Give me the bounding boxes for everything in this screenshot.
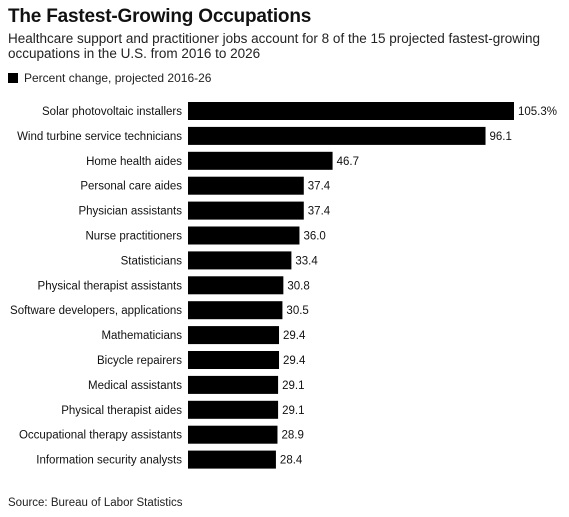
value-label: 105.3% xyxy=(518,106,557,118)
bar xyxy=(188,450,276,469)
bar xyxy=(188,126,486,145)
bar xyxy=(188,251,292,270)
bar xyxy=(188,400,279,419)
value-label: 36.0 xyxy=(303,231,325,243)
bar xyxy=(188,201,304,220)
category-label: Mathematicians xyxy=(101,330,182,342)
bar xyxy=(188,276,284,295)
bar xyxy=(188,151,333,170)
value-label: 46.7 xyxy=(337,156,359,168)
value-label: 96.1 xyxy=(490,131,512,143)
bar xyxy=(188,425,278,444)
value-label: 33.4 xyxy=(295,255,318,267)
category-label: Statisticians xyxy=(121,255,183,267)
category-label: Physical therapist aides xyxy=(61,405,182,417)
value-label: 29.1 xyxy=(282,405,304,417)
category-label: Solar photovoltaic installers xyxy=(42,106,182,118)
bar xyxy=(188,226,300,245)
value-label: 28.9 xyxy=(281,430,303,442)
bar xyxy=(188,301,283,320)
category-label: Wind turbine service technicians xyxy=(17,131,182,143)
category-label: Nurse practitioners xyxy=(85,231,182,243)
category-label: Bicycle repairers xyxy=(97,355,182,367)
category-label: Personal care aides xyxy=(80,181,182,193)
category-label: Information security analysts xyxy=(36,455,182,467)
chart-subtitle: Healthcare support and practitioner jobs… xyxy=(8,31,541,61)
bar xyxy=(188,176,304,195)
legend-label: Percent change, projected 2016-26 xyxy=(24,71,212,85)
value-label: 29.1 xyxy=(282,380,304,392)
legend: Percent change, projected 2016-26 xyxy=(8,71,211,85)
bar xyxy=(188,351,280,369)
source-note: Source: Bureau of Labor Statistics xyxy=(8,497,183,509)
category-label: Physician assistants xyxy=(78,206,182,218)
category-label: Occupational therapy assistants xyxy=(19,430,182,442)
category-label: Home health aides xyxy=(86,156,182,168)
value-label: 29.4 xyxy=(283,330,306,342)
legend-swatch xyxy=(8,73,18,83)
bar xyxy=(188,326,280,345)
value-label: 37.4 xyxy=(308,206,331,218)
bar xyxy=(188,102,514,120)
chart-title: The Fastest-Growing Occupations xyxy=(8,6,312,27)
value-label: 29.4 xyxy=(283,355,306,367)
value-label: 37.4 xyxy=(308,181,331,193)
category-label: Medical assistants xyxy=(88,380,182,392)
category-label: Physical therapist assistants xyxy=(38,280,183,292)
value-label: 30.5 xyxy=(286,305,308,317)
category-label: Software developers, applications xyxy=(10,305,182,317)
value-label: 30.8 xyxy=(287,280,309,292)
bar xyxy=(188,375,279,394)
value-label: 28.4 xyxy=(280,455,303,467)
